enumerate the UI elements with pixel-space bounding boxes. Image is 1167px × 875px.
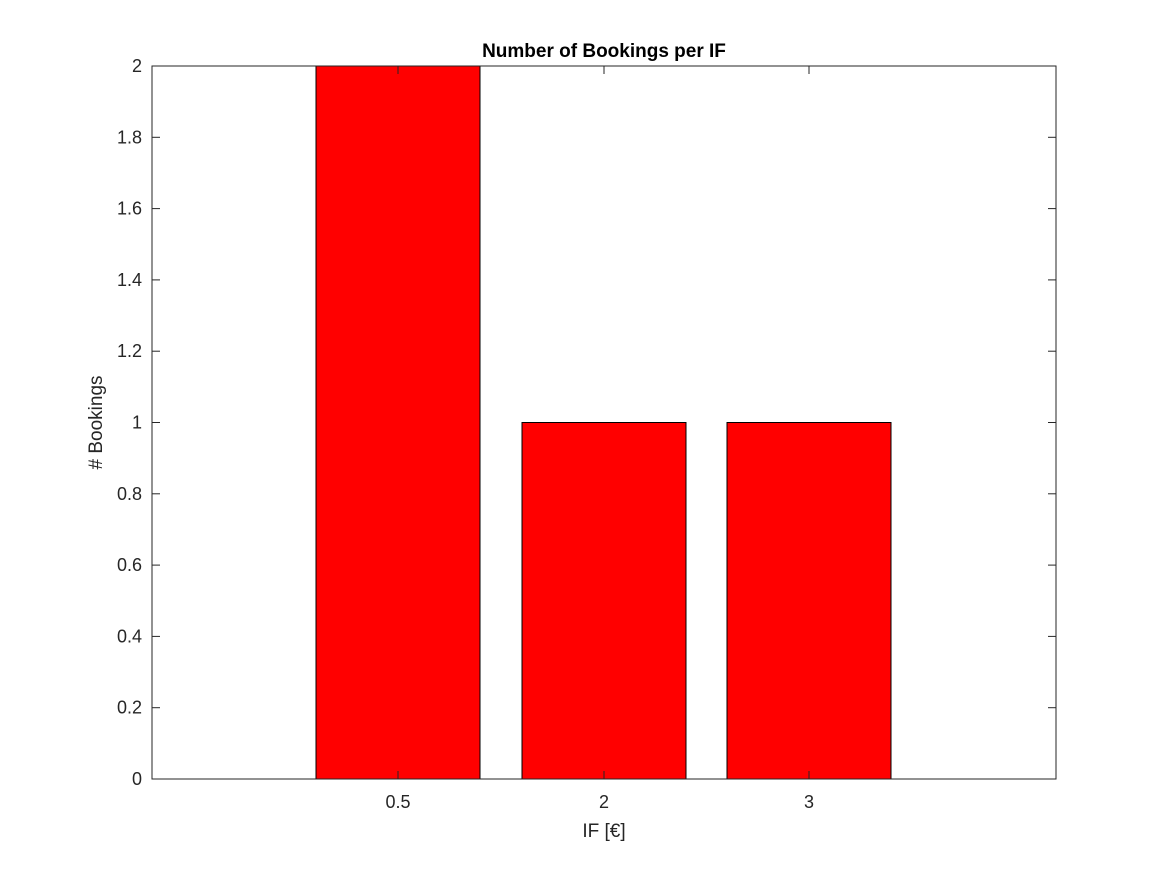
x-axis-label: IF [€] — [582, 821, 625, 842]
x-tick-label: 3 — [804, 792, 814, 812]
y-tick-label: 0.4 — [117, 626, 142, 646]
y-tick-label: 0 — [132, 769, 142, 789]
x-tick-label: 2 — [599, 792, 609, 812]
bar-2 — [521, 422, 687, 780]
plot-frame — [151, 65, 1057, 780]
y-tick-label: 1.6 — [117, 199, 142, 219]
y-tick-label: 1.2 — [117, 341, 142, 361]
bar-0.5 — [315, 65, 481, 780]
y-tick-label: 0.8 — [117, 484, 142, 504]
y-tick-label: 2 — [132, 56, 142, 76]
y-tick-label: 1.8 — [117, 127, 142, 147]
y-tick-label: 1.4 — [117, 270, 142, 290]
y-tick-label: 0.6 — [117, 555, 142, 575]
ticks-layer: 0.5 2 3 0 0.2 0.4 0.6 0.8 1 1.2 1.4 1.6 1.8 2 — [117, 56, 1056, 812]
chart-title: Number of Bookings per IF — [482, 41, 726, 62]
bar-3 — [726, 422, 892, 780]
x-tick-label: 0.5 — [385, 792, 410, 812]
y-tick-label: 0.2 — [117, 698, 142, 718]
bars-layer — [315, 65, 892, 780]
y-tick-label: 1 — [132, 413, 142, 433]
y-axis-label: # Bookings — [86, 375, 107, 469]
